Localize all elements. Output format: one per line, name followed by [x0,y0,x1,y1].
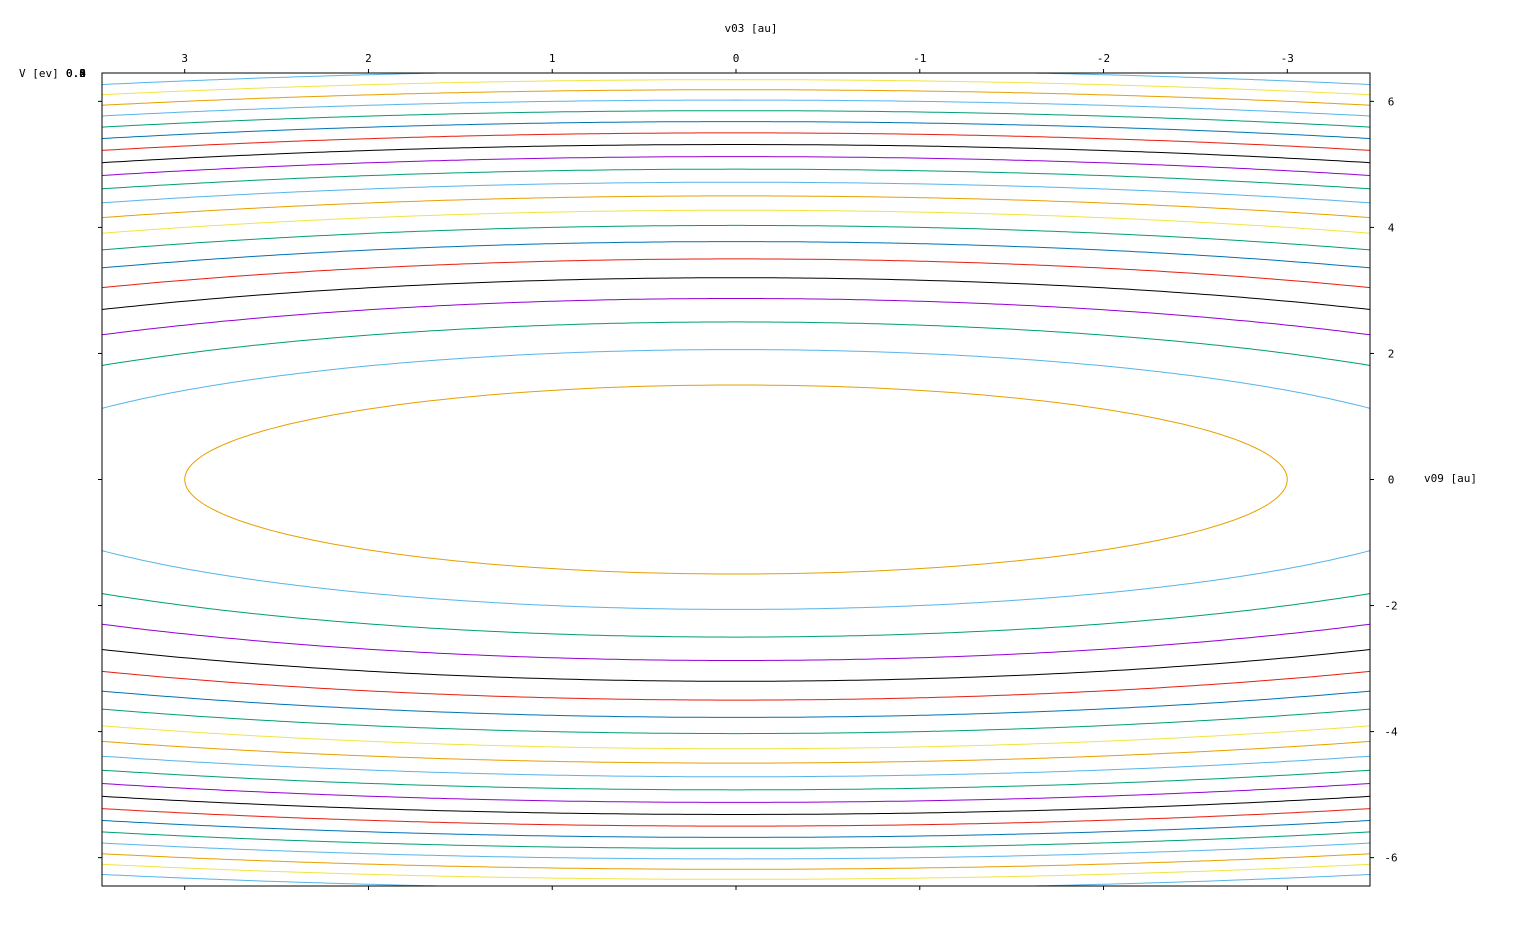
y-tick-label: 2 [1388,347,1395,360]
contour-line [101,277,1371,310]
x-tick-label: 3 [181,52,188,65]
contour-line [101,72,1371,85]
contour-line [101,224,1371,251]
contour-line [101,550,1371,610]
x-tick-label: -3 [1281,52,1294,65]
contour-line [101,670,1371,701]
contour-line [101,593,1371,638]
contour-line [101,156,1371,176]
z-axis-value: 0.0 [66,67,86,80]
contour-line [101,740,1371,764]
y-axis-title: v09 [au] [1424,472,1477,485]
contour-line [101,623,1371,661]
contour-line [101,168,1371,190]
contour-line [101,79,1371,96]
x-tick-label: 1 [549,52,556,65]
x-axis-title: v03 [au] [725,22,778,35]
z-axis-value: 0.4 [66,67,86,80]
contour-line [101,820,1371,838]
z-axis-value-stack: 0.80.60.40.20.0 [66,67,86,80]
y-tick-label: 6 [1388,95,1395,108]
x-tick-label: -1 [913,52,926,65]
x-tick-label: -2 [1097,52,1110,65]
contour-line [101,132,1371,151]
contour-line [101,649,1371,682]
y-tick-label: -6 [1384,852,1397,865]
z-axis-title: V [ev] [19,67,59,80]
x-axis-ticks: 3 2 1 0 -1 -2 -3 [181,52,1294,890]
contour-line [101,258,1371,289]
contour-line [101,708,1371,735]
contour-line [101,842,1371,860]
z-axis-value: 0.2 [66,67,86,80]
contour-line [101,89,1371,106]
contour-line [101,863,1371,880]
z-axis-value: 0.6 [66,67,86,80]
contour-line [101,349,1371,409]
contour-line [101,783,1371,803]
y-tick-label: -4 [1384,726,1398,739]
contour-line [101,99,1371,117]
contour-line [101,853,1371,870]
contour-line [101,808,1371,827]
contour-line [101,321,1371,366]
contour-line [101,110,1371,128]
contour-line [101,874,1371,887]
y-tick-label: 4 [1388,221,1395,234]
contour-line [101,690,1371,718]
contour-line [101,241,1371,269]
contour-line [101,795,1371,815]
y-tick-label: -2 [1384,600,1397,613]
contour-line [101,209,1371,234]
contour-line [101,725,1371,750]
contour-line [184,384,1288,575]
y-axis-ticks: 6 4 2 0 -2 -4 -6 [98,95,1398,865]
z-axis-value: 0.8 [66,67,86,80]
contour-line [101,298,1371,336]
x-tick-label: 2 [365,52,372,65]
contour-line [101,181,1371,204]
contour-line [101,831,1371,849]
contour-line [101,195,1371,219]
contour-line [101,755,1371,778]
contour-line [101,121,1371,139]
contour-line [101,144,1371,164]
x-tick-label: 0 [733,52,740,65]
contour-line [101,769,1371,791]
contour-lines [101,72,1371,887]
y-tick-label: 0 [1388,474,1395,487]
